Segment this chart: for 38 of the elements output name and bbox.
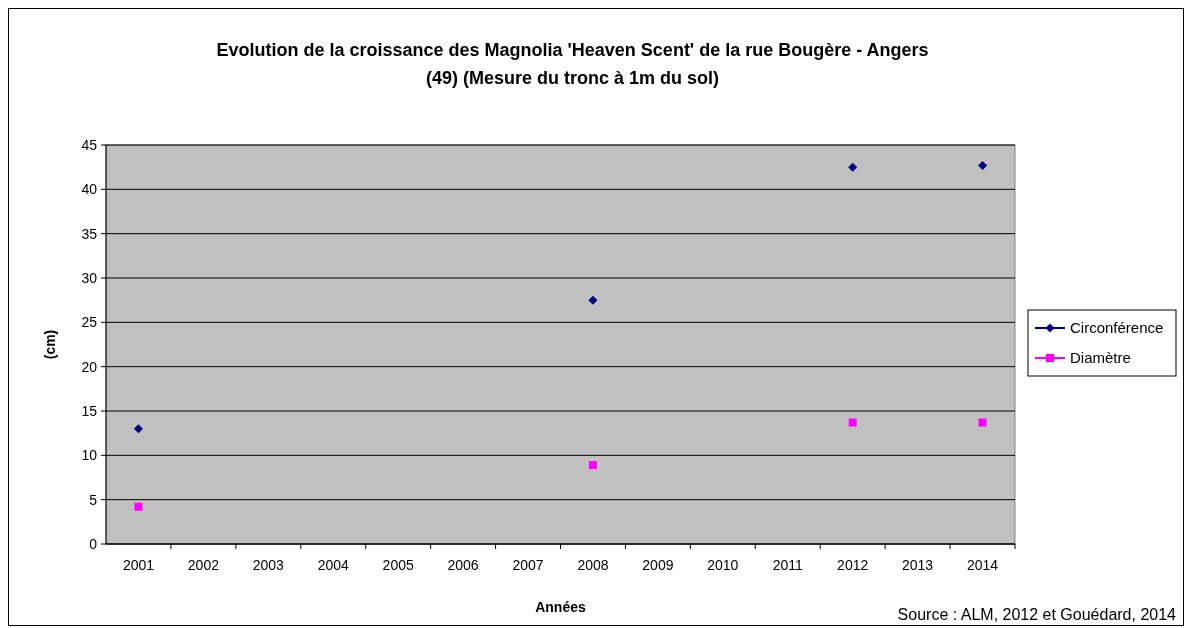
- x-tick-label: 2005: [382, 557, 414, 573]
- legend-label: Diamètre: [1070, 349, 1131, 366]
- y-tick-label: 35: [81, 225, 98, 242]
- x-tick-label: 2011: [772, 557, 804, 573]
- x-tick-label: 2007: [512, 557, 544, 573]
- point: [978, 160, 988, 170]
- point: [848, 162, 858, 172]
- legend-label: Circonférence: [1070, 319, 1164, 336]
- x-tick-label: 2010: [707, 557, 739, 573]
- point: [978, 418, 987, 427]
- point: [133, 424, 143, 434]
- chart-title: Evolution de la croissance des Magnolia 'Heaven Scent' de la rue Bougère - Angers (49) (Mesure du tronc à 1m du sol): [216, 40, 929, 88]
- y-tick-label: 40: [81, 181, 98, 198]
- x-tick-label: 2008: [577, 557, 609, 573]
- y-tick-label: 25: [81, 314, 98, 331]
- source-note: Source : ALM, 2012 et Gouédard, 2014: [897, 606, 1177, 623]
- y-tick-label: 45: [81, 137, 98, 153]
- x-tick-label: 2003: [252, 557, 285, 573]
- y-tick-label: 20: [81, 358, 98, 375]
- y-tick-label: 15: [81, 403, 98, 419]
- y-tick-label: 5: [89, 491, 98, 508]
- x-axis-title: Années: [535, 599, 586, 615]
- y-axis-title: (cm): [42, 329, 58, 360]
- point: [848, 418, 857, 427]
- x-tick-label: 2001: [122, 557, 155, 573]
- x-tick-label: 2012: [837, 557, 869, 573]
- x-tick-label: 2002: [187, 557, 220, 573]
- x-tick-label: 2004: [317, 557, 350, 573]
- y-tick-label: 0: [89, 536, 98, 552]
- y-tick-label: 30: [81, 270, 98, 286]
- x-tick-label: 2013: [902, 557, 934, 573]
- x-tick-label: 2009: [642, 557, 674, 573]
- x-tick-label: 2006: [447, 557, 479, 573]
- y-tick-label: 10: [81, 447, 98, 464]
- point: [588, 295, 598, 305]
- x-tick-label: 2014: [966, 557, 999, 573]
- point: [588, 461, 597, 470]
- point: [134, 502, 143, 511]
